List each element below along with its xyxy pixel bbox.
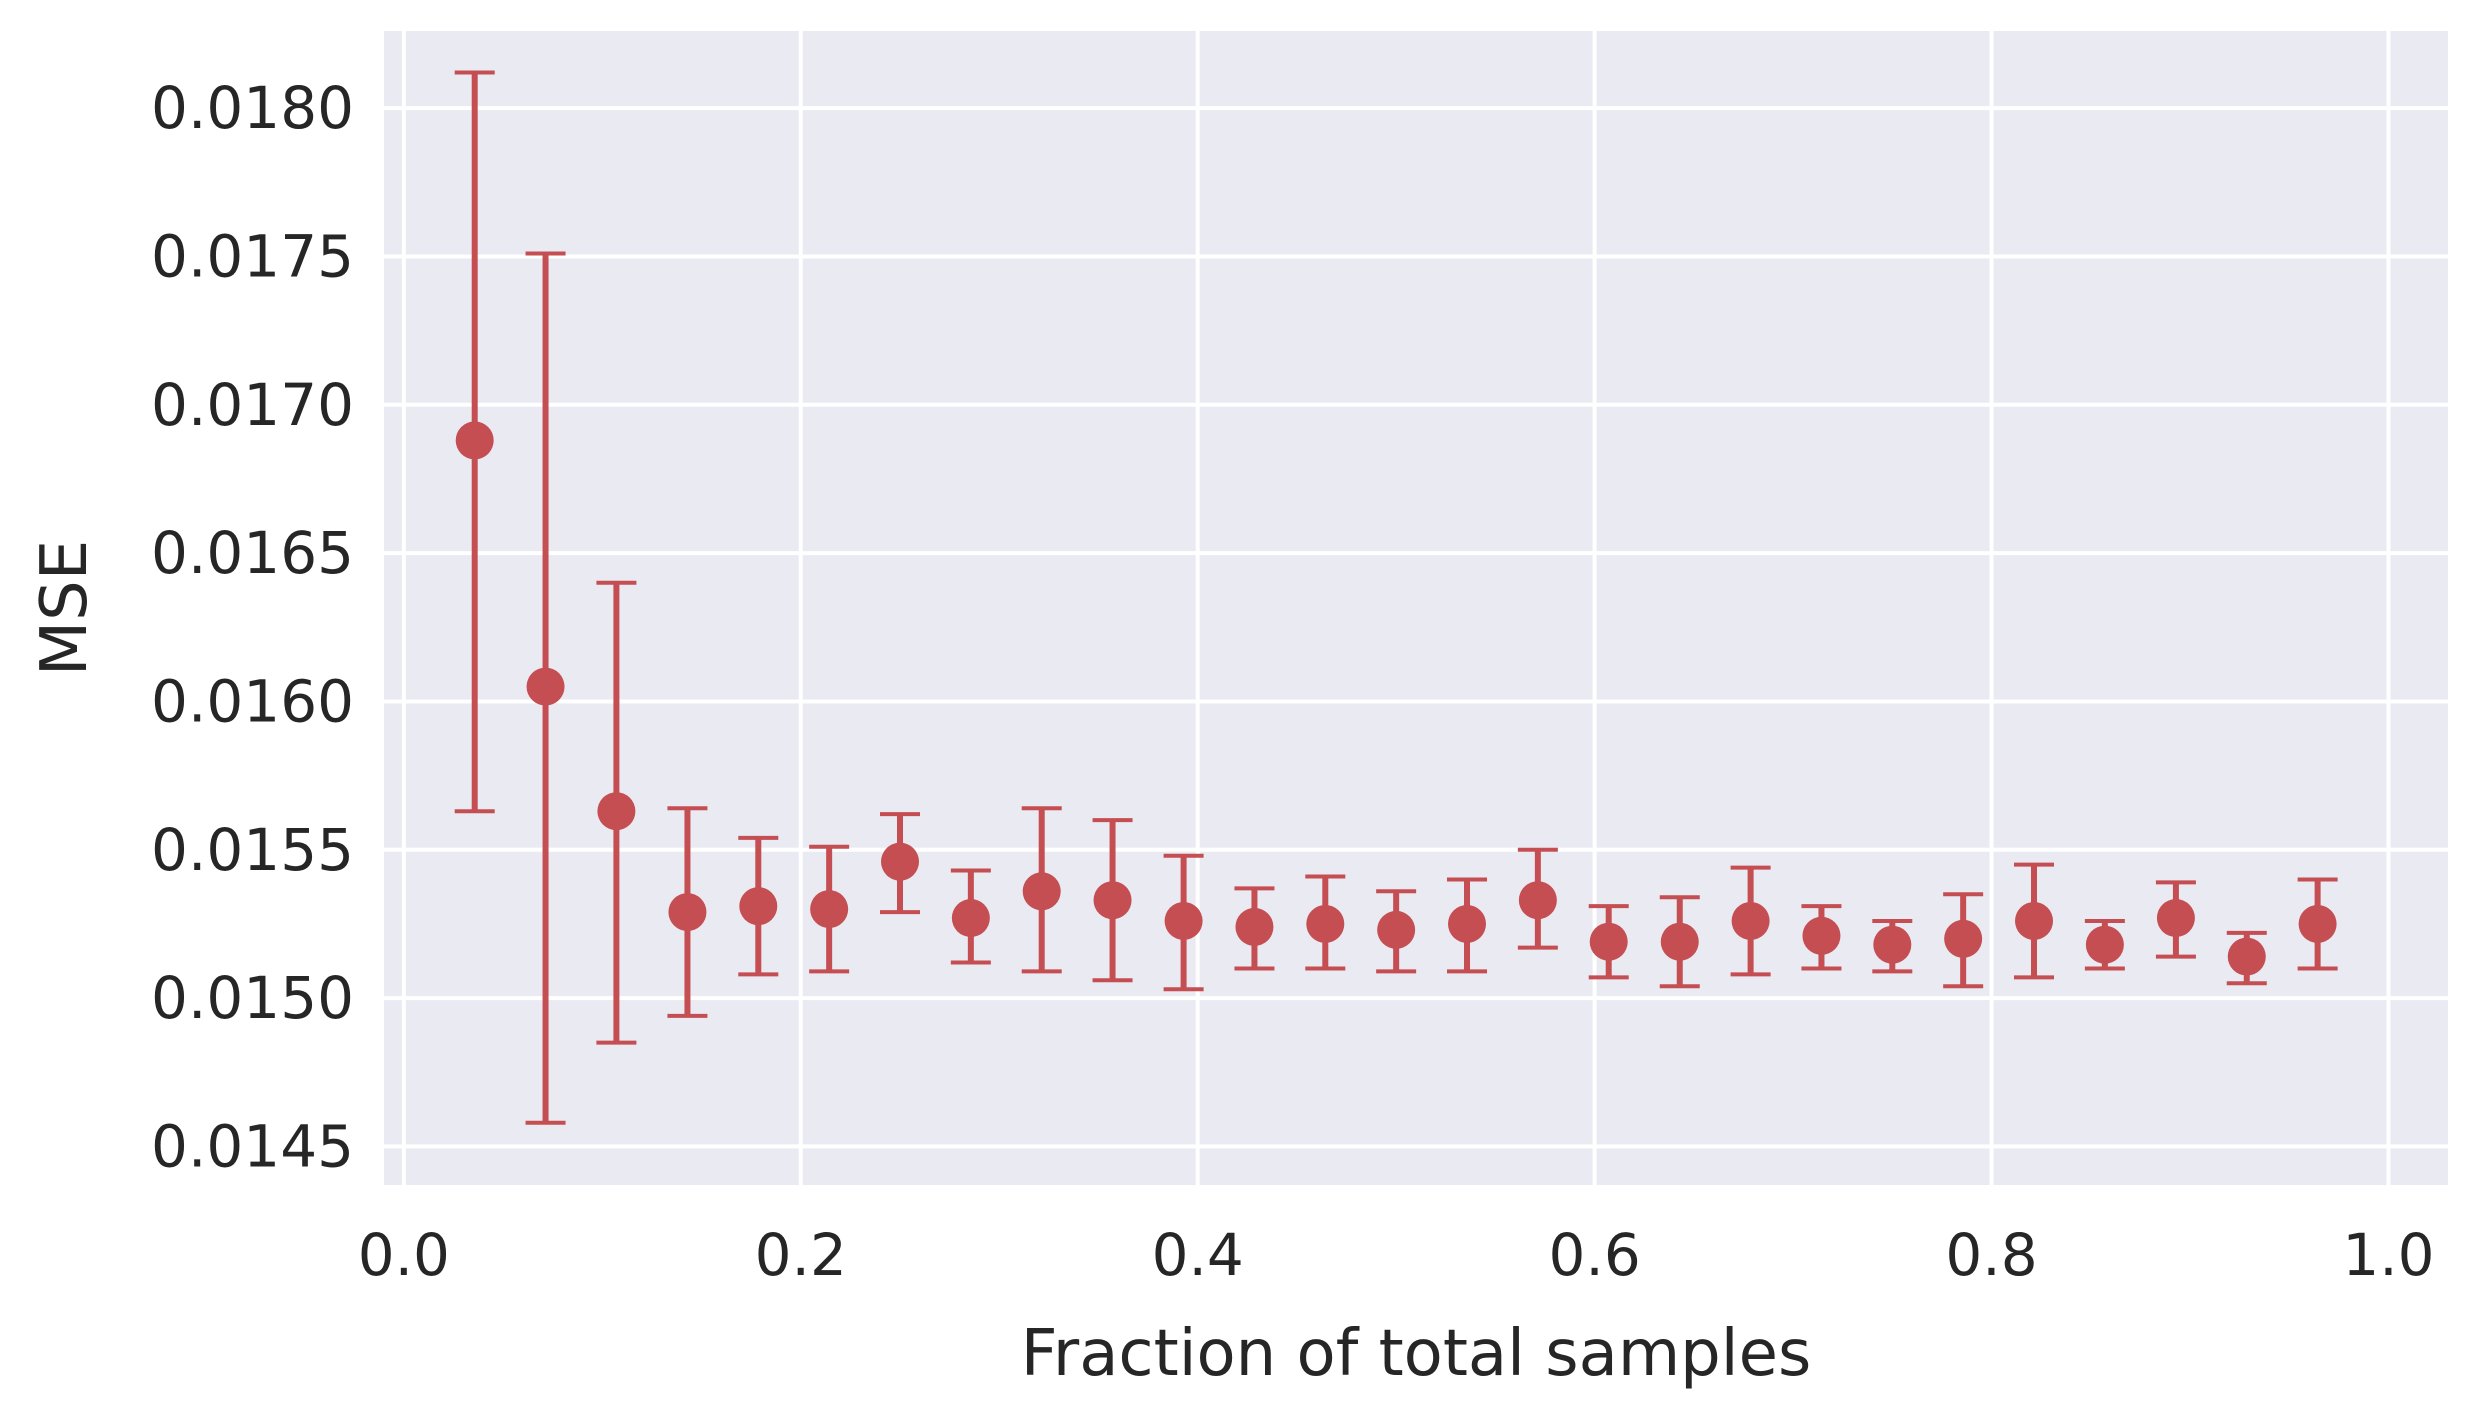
data-point [1589, 922, 1628, 961]
data-point [668, 893, 707, 932]
grid-lines [384, 31, 2448, 1185]
data-point [881, 842, 919, 881]
data-point [1944, 919, 1983, 958]
data-point [1093, 881, 1132, 920]
y-tick-label: 0.0165 [151, 519, 354, 587]
y-tick-label: 0.0160 [151, 667, 354, 735]
x-tick-label: 0.2 [755, 1221, 847, 1289]
data-point [526, 667, 565, 706]
y-tick-label: 0.0175 [151, 222, 354, 290]
data-point [1164, 901, 1203, 940]
data-point [1306, 904, 1345, 943]
tick-labels: 0.0 0.2 0.4 0.6 0.8 1.0 0.0145 0.0150 0.0155 0.01… [151, 74, 2435, 1289]
data-series [454, 70, 2338, 1125]
x-tick-label: 0.4 [1152, 1221, 1244, 1289]
data-point [2015, 901, 2054, 940]
data-point [1802, 916, 1841, 955]
y-tick-label: 0.0170 [151, 371, 354, 439]
data-point [739, 887, 778, 926]
data-point [951, 899, 990, 938]
data-point [2156, 899, 2195, 938]
x-tick-label: 1.0 [2342, 1221, 2434, 1289]
y-tick-label: 0.0180 [151, 74, 354, 142]
y-tick-label: 0.0155 [151, 816, 354, 884]
plot-background [384, 31, 2448, 1185]
data-point [1235, 907, 1274, 946]
y-axis-label: MSE [28, 540, 102, 676]
data-point [455, 421, 494, 460]
data-point [1873, 925, 1912, 964]
x-tick-label: 0.0 [358, 1221, 450, 1289]
y-tick-label: 0.0150 [151, 964, 354, 1032]
x-axis-label: Fraction of total samples [1021, 1317, 1812, 1391]
data-point [1518, 881, 1557, 920]
data-point [2085, 925, 2124, 964]
data-point [2227, 937, 2266, 976]
data-point [1022, 872, 1061, 911]
data-point [1660, 922, 1699, 961]
data-point [810, 890, 849, 929]
data-point [1731, 901, 1770, 940]
data-point [2298, 904, 2337, 943]
data-point [597, 792, 636, 831]
y-tick-label: 0.0145 [151, 1112, 354, 1180]
x-tick-label: 0.8 [1945, 1221, 2037, 1289]
data-point [1448, 904, 1487, 943]
data-point [1377, 910, 1416, 949]
x-tick-label: 0.6 [1548, 1221, 1640, 1289]
